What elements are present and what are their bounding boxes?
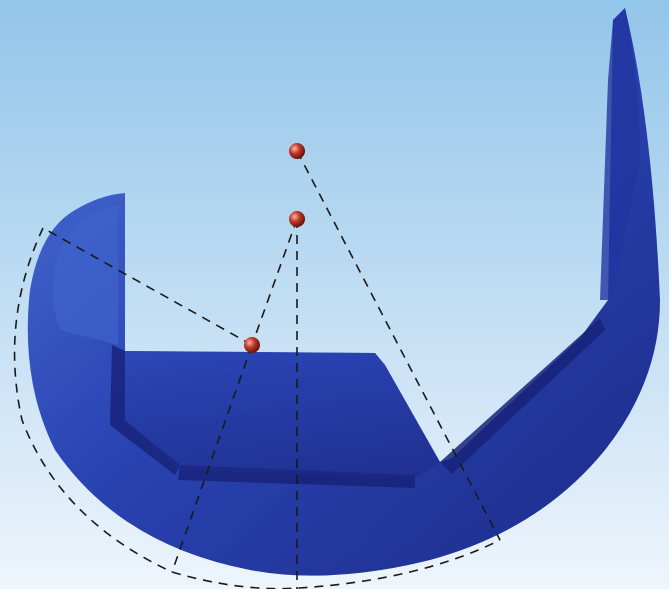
implant-rail-right: [440, 318, 605, 474]
guide-line-lower-to-bottom: [171, 344, 253, 573]
guide-line-lower-to-left: [42, 227, 253, 346]
implant-inner-lip: [52, 205, 118, 345]
center-point-upper: [289, 143, 305, 159]
guide-lines: [13, 150, 501, 589]
center-point-middle: [289, 211, 305, 227]
guide-line-middle-to-lower: [251, 218, 298, 346]
implant-distal-face: [125, 351, 440, 478]
center-point-lower: [244, 337, 260, 353]
center-markers: [244, 143, 305, 353]
implant-posterior-flange-face: [600, 8, 640, 300]
guide-arc-outer: [13, 227, 501, 589]
femoral-implant: [27, 8, 661, 576]
